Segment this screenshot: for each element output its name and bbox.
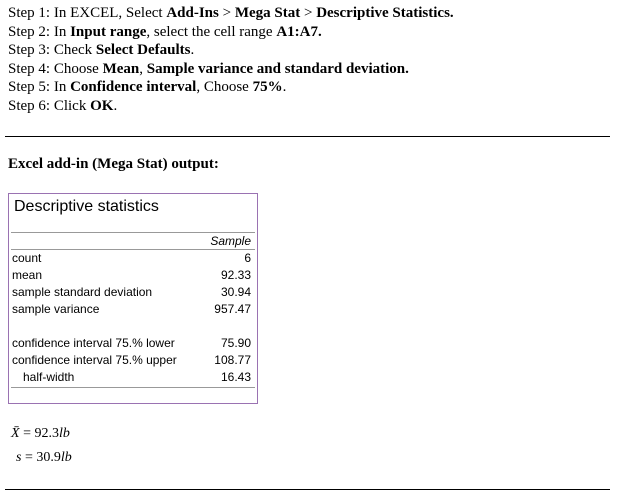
row-label: sample standard deviation [12,285,153,299]
rule [11,232,255,233]
step-text: Step 6: Click [8,98,91,114]
formula: X̄ = 92.3lb [11,426,70,442]
step-keyword: Select Defaults [95,42,191,59]
row-value: 75.90 [220,336,251,350]
step-text: Step 2: In [8,23,71,40]
formula-symbol: s [16,450,22,465]
row-value: 16.43 [220,370,251,384]
row-label: sample variance [12,302,100,316]
divider [5,489,610,490]
divider [5,136,610,137]
step: Step 6: Click OK. [8,98,117,115]
row-label: confidence interval 75.% upper [12,353,177,367]
step-text: Step 1: In EXCEL, Select [8,5,167,21]
row-label: mean [12,268,43,282]
step-text: . [190,42,195,59]
rule [11,249,255,250]
step-text: , [139,60,147,77]
formula-unit: lb [58,426,70,441]
step-text: Step 5: In [8,79,71,96]
step: Step 5: In Confidence interval, Choose 7… [8,79,286,96]
row-value: 92.33 [220,268,251,282]
row-label: confidence interval 75.% lower [12,336,175,350]
step-keyword: Mega Stat [234,5,301,21]
formula-unit: lb [60,450,72,465]
step-keyword: Sample variance and standard deviation. [146,60,409,77]
step-keyword: Add-Ins [166,5,219,21]
step-keyword: A1:A7. [276,23,322,40]
step: Step 1: In EXCEL, Select Add-Ins > Mega … [8,5,454,22]
step-text: , select the cell range [146,23,277,40]
step: Step 2: In Input range, select the cell … [8,24,322,41]
rule [11,387,255,388]
step-text: . [113,98,118,114]
step-keyword: 75% [252,79,283,96]
formula-value: = 30.9 [21,450,61,465]
step-keyword: Descriptive Statistics. [316,5,454,21]
row-value: 6 [244,251,251,265]
step-keyword: Input range [70,23,147,40]
step: Step 4: Choose Mean, Sample variance and… [8,61,409,78]
row-value: 108.77 [214,353,251,367]
formula: s = 30.9lb [16,450,72,466]
output-heading: Excel add-in (Mega Stat) output: [8,156,219,172]
step-text: Step 4: Choose [8,60,103,77]
step-text: > [300,5,317,21]
stats-table: Descriptive statistics Sample count 6 mean… [8,193,258,404]
step-text: Step 3: Check [8,42,96,59]
step-text: , Choose [196,79,253,96]
formula-value: = 92.3 [19,426,59,441]
row-value: 957.47 [214,302,251,316]
column-header: Sample [210,234,251,248]
step: Step 3: Check Select Defaults. [8,42,194,59]
table-title: Descriptive statistics [14,198,159,215]
step-keyword: Confidence interval [70,79,197,96]
row-label: count [12,251,42,265]
formula-symbol: X̄ [11,426,20,441]
row-value: 30.94 [220,285,251,299]
step-keyword: OK [90,98,114,114]
row-label: half-width [23,370,75,384]
step-keyword: Mean [102,60,140,77]
step-text: > [218,5,235,21]
step-text: . [282,79,287,96]
